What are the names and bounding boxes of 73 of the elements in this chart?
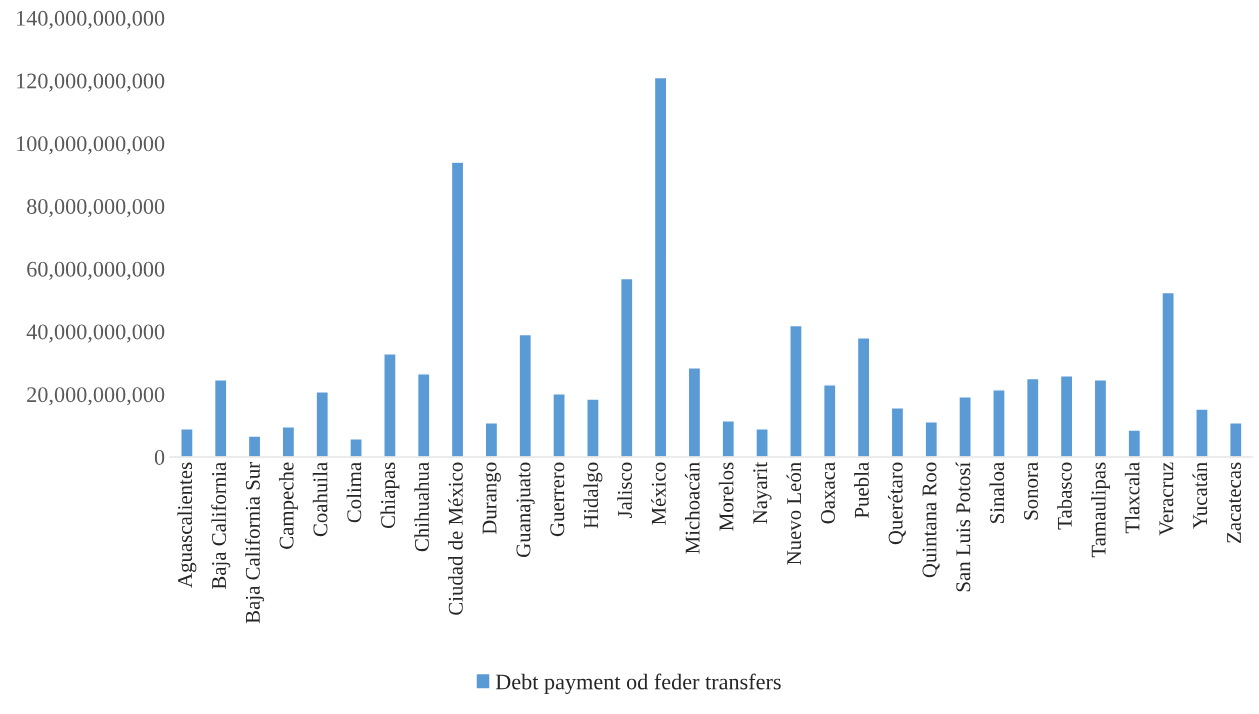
bar: [450, 161, 465, 457]
bar: [315, 391, 330, 457]
bar: [789, 324, 803, 457]
x-tick-label: Quintana Roo: [922, 462, 940, 578]
bar: [1161, 291, 1175, 457]
x-tick-label: Morelos: [718, 462, 734, 531]
x-tick-label: Baja California: [211, 462, 231, 590]
legend-label: Debt payment od feder transfers: [495, 673, 781, 694]
bar: [281, 426, 296, 457]
bar: [1059, 375, 1074, 457]
bar: [1195, 408, 1209, 457]
x-tick-label: Coahuila: [312, 462, 328, 537]
bar: [992, 389, 1006, 457]
x-tick-label: Colima: [346, 462, 362, 523]
bar: [180, 428, 194, 457]
x-tick-label: Tabasco: [1057, 462, 1072, 530]
bar: [924, 421, 939, 457]
x-tick-label: Nayarit: [753, 461, 772, 524]
bar: [383, 353, 397, 457]
y-tick-label: 40,000,000,000: [26, 324, 165, 343]
bar: [1127, 429, 1142, 457]
x-tick-label: Ciudad de México: [448, 462, 463, 615]
bar: [586, 398, 600, 457]
x-tick-label: Tlaxcala: [1124, 462, 1140, 534]
bar: [1229, 422, 1243, 457]
x-tick-label: Guerrero: [550, 462, 565, 537]
bar: [518, 333, 533, 457]
bar: [958, 396, 972, 457]
x-tick-label: Nuevo León: [786, 462, 802, 565]
y-tick-label: 0: [154, 449, 165, 465]
x-tick-label: Aguascalientes: [177, 462, 197, 588]
x-tick-label: México: [651, 462, 666, 525]
bar: [721, 420, 736, 457]
x-tick-label: Chihuahua: [414, 462, 429, 552]
bar: [890, 407, 905, 457]
x-tick-label: Michoacán: [684, 462, 700, 554]
x-tick-label: Veracruz: [1159, 462, 1174, 536]
bar: [687, 367, 702, 457]
bar: [484, 422, 499, 457]
x-tick-label: Puebla: [854, 462, 869, 518]
x-tick-label: Jalisco: [617, 462, 632, 519]
bar: [822, 384, 837, 457]
bar: [653, 76, 668, 457]
x-tick-label: Sonora: [1023, 462, 1038, 520]
y-tick-label: 60,000,000,000: [27, 261, 165, 280]
bar: [619, 277, 634, 457]
bar: [349, 438, 363, 457]
y-tick-label: 140,000,000,000: [17, 10, 165, 29]
x-tick-label: Campeche: [278, 462, 298, 549]
y-tick-label: 100,000,000,000: [17, 136, 165, 155]
bar: [247, 435, 262, 457]
bar: [1093, 379, 1108, 457]
x-tick-label: Tamaulipas: [1091, 462, 1110, 558]
x-tick-label: Yucatán: [1192, 462, 1208, 529]
y-tick-label: 80,000,000,000: [27, 198, 165, 218]
x-tick-label: Zacatecas: [1227, 462, 1241, 543]
bar: [213, 379, 228, 457]
x-tick-label: Hidalgo: [583, 462, 603, 529]
bar: [416, 373, 431, 457]
x-tick-label: Oaxaca: [820, 462, 835, 524]
x-tick-label: San Luis Potosí: [955, 462, 971, 592]
x-tick-label: Querétaro: [887, 462, 906, 545]
x-tick-label: Durango: [482, 462, 501, 535]
bar: [1025, 377, 1040, 457]
bar: [552, 393, 566, 457]
y-tick-label: 120,000,000,000: [17, 73, 165, 92]
x-tick-label: Baja California Sur: [245, 462, 265, 624]
x-tick-label: Chiapas: [380, 462, 400, 529]
x-tick-label: Guanajuato: [516, 462, 535, 557]
x-tick-label: Sinaloa: [989, 462, 1005, 523]
y-tick-label: 20,000,000,000: [27, 387, 165, 406]
bar: [856, 337, 871, 457]
bar: [755, 428, 769, 457]
